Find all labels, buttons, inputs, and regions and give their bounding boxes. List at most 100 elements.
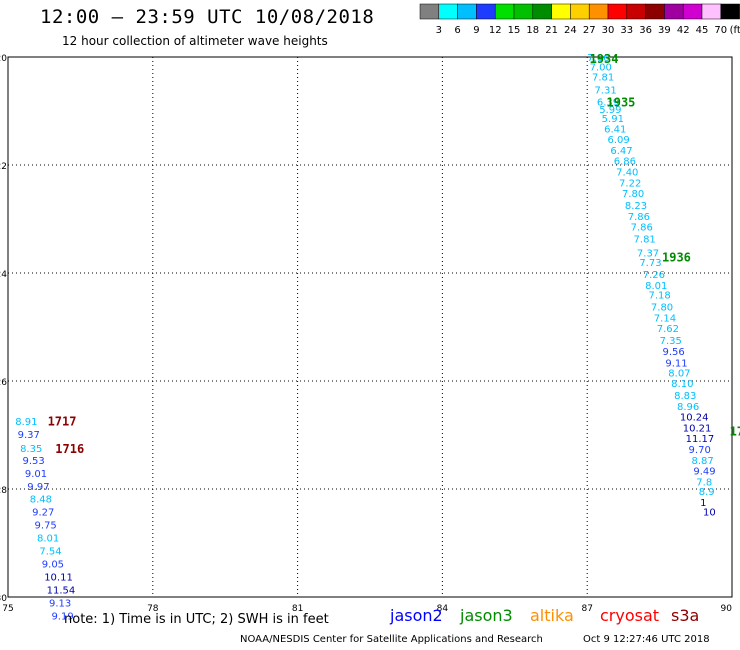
wave-height-value: 6.39 xyxy=(597,97,619,108)
wave-height-value: 5.91 xyxy=(602,114,624,125)
color-bin-label: 6 xyxy=(454,25,460,36)
x-tick-label: 81 xyxy=(292,604,303,614)
wave-height-value: 8.35 xyxy=(20,444,42,455)
y-tick-label: -24 xyxy=(0,270,7,280)
color-bin-label: 45 xyxy=(696,25,709,36)
pass-label: 1935 xyxy=(607,95,636,109)
footer-note: note: 1) Time is in UTC; 2) SWH is in fe… xyxy=(64,612,329,627)
wave-height-value: 9.53 xyxy=(22,456,44,467)
wave-height-value: 1 xyxy=(700,498,706,509)
wave-height-value: 6.09 xyxy=(607,135,629,146)
wave-height-value: 9.01 xyxy=(25,469,47,480)
wave-height-value: 9.05 xyxy=(42,560,64,571)
color-bin-label: 21 xyxy=(545,25,558,36)
wave-height-value: 8.91 xyxy=(15,417,37,428)
chart-title: 12:00 – 23:59 UTC 10/08/2018 xyxy=(40,6,375,28)
pass-label: 17 xyxy=(730,425,740,439)
mission-jason2: jason2 xyxy=(390,606,443,625)
pass-label: 1717 xyxy=(48,414,77,428)
mission-cryosat: cryosat xyxy=(600,606,660,625)
plot-frame xyxy=(7,56,733,598)
wave-height-value: 8.96 xyxy=(677,402,699,413)
wave-height-value: 9.19 xyxy=(51,611,73,622)
wave-height-value: 7.81 xyxy=(634,234,656,245)
x-tick-label: 90 xyxy=(721,604,733,614)
wave-height-value: 7.18 xyxy=(648,291,670,302)
pass-label: 1936 xyxy=(662,250,691,264)
x-tick-label: 75 xyxy=(2,604,13,614)
wave-height-value: 11.17 xyxy=(686,434,715,445)
wave-height-value: 9.13 xyxy=(49,598,71,609)
color-bin-label: 12 xyxy=(489,25,502,36)
color-bin-label: 9 xyxy=(473,25,479,36)
wave-height-value: 6.47 xyxy=(610,146,632,157)
wave-height-value: 6.41 xyxy=(604,124,626,135)
wave-height-value: 10 xyxy=(703,508,716,519)
wave-height-value: 9.11 xyxy=(665,359,687,370)
wave-height-value: 7.22 xyxy=(619,178,641,189)
wave-height-value: 9.70 xyxy=(689,445,711,456)
wave-height-value: 7.40 xyxy=(616,167,638,178)
wave-height-value: 7.62 xyxy=(657,324,679,335)
wave-height-value: 7.86 xyxy=(628,212,650,223)
wave-height-value: 7.80 xyxy=(622,189,644,200)
wave-height-value: 9.37 xyxy=(18,430,40,441)
color-bin-label: 18 xyxy=(526,25,539,36)
y-tick-label: -30 xyxy=(0,594,7,604)
y-tick-label: -22 xyxy=(0,162,7,172)
wave-height-value: 7.35 xyxy=(660,336,682,347)
mission-s3a: s3a xyxy=(671,606,700,625)
wave-height-value: 7.37 xyxy=(637,248,659,259)
color-bin-label: 70 xyxy=(714,25,727,36)
wave-height-value: 7.73 xyxy=(639,258,661,269)
wave-height-value: 9.56 xyxy=(662,347,684,358)
y-tick-label: -28 xyxy=(0,486,7,496)
mission-jason3: jason3 xyxy=(460,606,513,625)
plot-area: 757881848790-20-22-24-26-28-307.067.007.… xyxy=(0,52,740,622)
wave-height-value: 7.80 xyxy=(651,302,673,313)
wave-height-value: 8.9 xyxy=(699,487,715,498)
wave-height-value: 7.81 xyxy=(592,72,614,83)
wave-height-value: 8.23 xyxy=(625,201,647,212)
color-bin-label: 42 xyxy=(677,25,690,36)
wave-height-value: 9.49 xyxy=(693,467,715,478)
color-scale-unit: (ft) xyxy=(730,25,740,36)
x-tick-label: 87 xyxy=(581,604,592,614)
mission-altika: altika xyxy=(530,606,574,625)
wave-height-value: 11.54 xyxy=(47,585,76,596)
wave-height-value: 7.54 xyxy=(39,547,61,558)
wave-height-value: 7.86 xyxy=(631,223,653,234)
wave-height-value: 10.11 xyxy=(44,572,73,583)
color-bin-label: 15 xyxy=(508,25,521,36)
color-bin-label: 27 xyxy=(583,25,596,36)
wave-height-value: 7.8 xyxy=(696,477,712,488)
wave-height-value: 7.31 xyxy=(594,85,616,96)
wave-height-value: 8.10 xyxy=(671,379,693,390)
color-bin-label: 3 xyxy=(436,25,442,36)
x-tick-label: 84 xyxy=(437,604,449,614)
wave-height-value: 7.26 xyxy=(643,270,665,281)
wave-height-value: 8.07 xyxy=(668,368,690,379)
pass-label: 1934 xyxy=(590,52,619,66)
color-bin-label: 24 xyxy=(564,25,577,36)
wave-height-value: 7.00 xyxy=(590,63,612,74)
color-bin-label: 39 xyxy=(658,25,671,36)
y-tick-label: -20 xyxy=(0,54,7,64)
wave-height-value: 6.86 xyxy=(614,157,636,168)
wave-height-value: 8.01 xyxy=(645,281,667,292)
color-bin-label: 30 xyxy=(602,25,615,36)
wave-height-value: 8.01 xyxy=(37,534,59,545)
wave-height-value: 7.06 xyxy=(587,53,609,64)
color-bin-label: 36 xyxy=(639,25,652,36)
wave-height-value: 8.83 xyxy=(674,391,696,402)
wave-height-value: 7.14 xyxy=(654,313,676,324)
wave-height-value: 5.99 xyxy=(599,105,621,116)
color-bin-label: 33 xyxy=(620,25,633,36)
footer-credit: NOAA/NESDIS Center for Satellite Applica… xyxy=(240,634,543,645)
footer-timestamp: Oct 9 12:27:46 UTC 2018 xyxy=(583,634,710,645)
pass-label: 1716 xyxy=(55,442,84,456)
wave-height-value: 9.97 xyxy=(27,482,49,493)
wave-height-value: 8.87 xyxy=(691,456,713,467)
